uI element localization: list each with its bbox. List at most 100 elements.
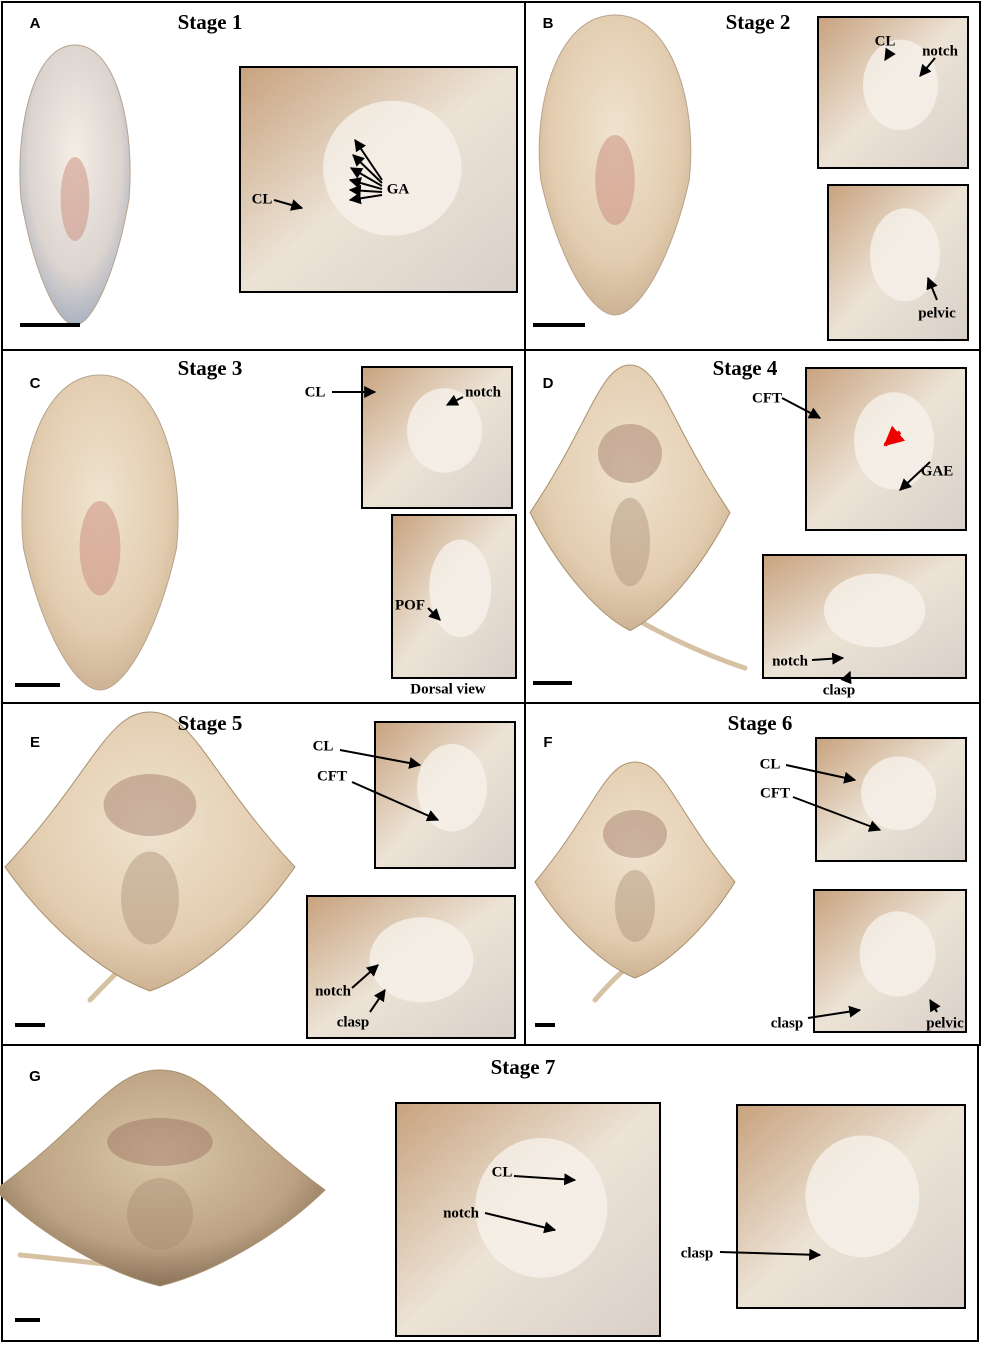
specimen-detail: [598, 424, 662, 483]
panel: G Stage 7 CL notch clasp: [0, 1044, 979, 1342]
annotation-label: GAE: [921, 463, 954, 479]
specimen-photo: [534, 761, 736, 979]
annotation-arrow: [445, 394, 464, 406]
specimen-photo: [4, 711, 296, 992]
annotation-label: CL: [492, 1164, 513, 1180]
annotation-arrow: [919, 57, 936, 77]
inset-detail: [805, 1135, 920, 1258]
inset-detail: [861, 756, 936, 831]
annotation-arrow: [929, 998, 941, 1013]
annotation-arrow: [840, 670, 852, 685]
annotation-label: notch: [443, 1205, 479, 1221]
annotation-arrow: [926, 276, 938, 301]
annotation-label: CL: [313, 738, 334, 754]
annotation-label: CL: [305, 384, 326, 400]
specimen-detail: [60, 157, 90, 241]
highlight-arrow: [883, 425, 906, 447]
specimen-detail: [107, 1118, 213, 1166]
annotation-arrow: [339, 749, 422, 769]
panel-title: Stage 7: [491, 1055, 556, 1079]
annotation-label: CFT: [317, 768, 347, 784]
annotation-label: notch: [315, 983, 351, 999]
specimen-detail: [127, 1178, 193, 1250]
annotation-arrow: [348, 184, 383, 197]
annotation-label: notch: [465, 384, 501, 400]
annotation-arrow: [811, 652, 845, 665]
annotation-label: clasp: [823, 682, 856, 698]
panel-letter: F: [543, 734, 552, 751]
panel-letter: E: [30, 734, 40, 751]
inset-detail: [863, 39, 938, 131]
annotation-label: Dorsal view: [410, 681, 486, 697]
inset-detail: [407, 388, 482, 473]
specimen-detail: [603, 810, 667, 858]
specimen-detail: [79, 501, 121, 596]
annotation-arrow: [351, 781, 440, 822]
panel-title: Stage 2: [726, 10, 791, 34]
annotation-label: CFT: [760, 785, 790, 801]
specimen-photo: [529, 364, 731, 632]
annotation-label: CL: [875, 33, 896, 49]
panel-title: Stage 3: [178, 356, 243, 380]
annotation-arrow: [349, 167, 383, 187]
annotation-label: clasp: [771, 1015, 804, 1031]
annotation-label: clasp: [337, 1014, 370, 1030]
panel: E Stage 5 CL CFT notch clasp: [1, 702, 526, 1046]
specimen-detail: [610, 497, 650, 587]
annotation-arrow: [354, 139, 383, 181]
inset-detail: [475, 1137, 608, 1278]
specimen-tail: [627, 613, 748, 671]
panel-title: Stage 6: [728, 711, 793, 735]
inset-detail: [369, 917, 474, 1003]
annotation-label: clasp: [681, 1245, 714, 1261]
annotation-label: pelvic: [918, 305, 956, 321]
panel: B Stage 2 CL notch pelvic: [524, 1, 981, 351]
specimen-detail: [595, 135, 635, 225]
annotation-label: GA: [387, 181, 410, 197]
annotation-label: CFT: [752, 390, 782, 406]
annotation-arrow: [273, 199, 304, 211]
annotation-arrow: [719, 1248, 822, 1261]
panel: A Stage 1 CL GA: [1, 1, 526, 351]
panel-title: Stage 5: [178, 711, 243, 735]
annotation-arrow: [807, 1005, 862, 1019]
inset-detail: [417, 743, 487, 832]
specimen-detail: [121, 851, 179, 945]
annotation-label: POF: [395, 597, 425, 613]
panel: D Stage 4 CFT GAE notch clasp: [524, 349, 981, 704]
panel-letter: A: [30, 15, 41, 32]
specimen-photo: [0, 1069, 326, 1287]
annotation-arrow: [348, 192, 383, 205]
annotation-label: notch: [772, 653, 808, 669]
annotation-arrow: [351, 964, 379, 989]
panel-letter: D: [543, 375, 554, 392]
panel: F Stage 6 CL CFT clasp pelvic: [524, 702, 981, 1046]
annotation-arrow: [484, 1212, 557, 1234]
inset-detail: [823, 573, 926, 648]
annotation-label: CL: [760, 756, 781, 772]
panel-letter: G: [29, 1068, 41, 1085]
panel-letter: C: [30, 375, 41, 392]
annotation-arrow: [792, 796, 882, 832]
annotation-arrow: [899, 461, 931, 491]
annotation-arrow: [369, 989, 386, 1013]
panel-title: Stage 4: [713, 356, 778, 380]
annotation-arrow: [352, 154, 383, 184]
inset-detail: [323, 100, 462, 236]
inset-detail: [429, 539, 492, 638]
specimen-detail: [103, 774, 197, 836]
annotation-arrow: [785, 764, 857, 784]
panel-title: Stage 1: [178, 10, 243, 34]
panel: C Stage 3 CL notch POF Dorsal view: [1, 349, 526, 704]
annotation-label: pelvic: [926, 1015, 964, 1031]
inset-detail: [859, 911, 936, 997]
annotation-arrow: [427, 607, 441, 621]
annotation-arrow: [884, 47, 896, 62]
inset-detail: [870, 208, 940, 302]
annotation-label: CL: [252, 191, 273, 207]
annotation-arrow: [348, 177, 383, 190]
annotation-arrow: [513, 1173, 577, 1186]
specimen-detail: [615, 870, 655, 942]
